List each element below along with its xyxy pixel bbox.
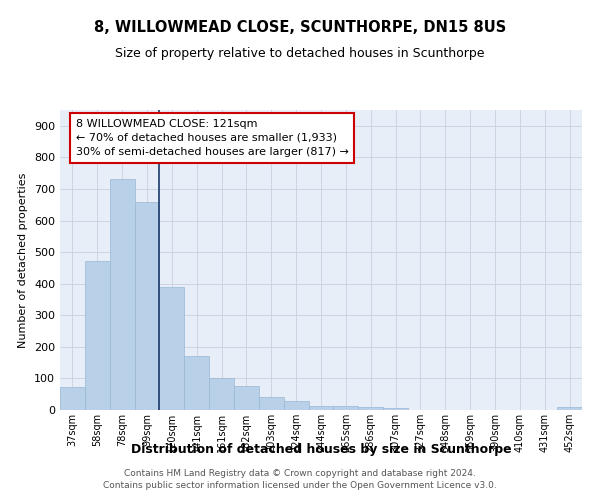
- Bar: [85, 261, 110, 410]
- Bar: [334, 406, 358, 410]
- Bar: [234, 386, 259, 410]
- Bar: [259, 396, 284, 410]
- Text: 8, WILLOWMEAD CLOSE, SCUNTHORPE, DN15 8US: 8, WILLOWMEAD CLOSE, SCUNTHORPE, DN15 8U…: [94, 20, 506, 35]
- Bar: [160, 287, 184, 410]
- Bar: [383, 408, 408, 410]
- Text: Size of property relative to detached houses in Scunthorpe: Size of property relative to detached ho…: [115, 48, 485, 60]
- Bar: [209, 378, 234, 410]
- Y-axis label: Number of detached properties: Number of detached properties: [19, 172, 28, 348]
- Bar: [134, 202, 160, 410]
- Text: 8 WILLOWMEAD CLOSE: 121sqm
← 70% of detached houses are smaller (1,933)
30% of s: 8 WILLOWMEAD CLOSE: 121sqm ← 70% of deta…: [76, 119, 349, 157]
- Bar: [308, 406, 334, 410]
- Bar: [284, 400, 308, 410]
- Bar: [184, 356, 209, 410]
- Text: Distribution of detached houses by size in Scunthorpe: Distribution of detached houses by size …: [131, 442, 511, 456]
- Text: Contains HM Land Registry data © Crown copyright and database right 2024.
Contai: Contains HM Land Registry data © Crown c…: [103, 469, 497, 490]
- Bar: [358, 407, 383, 410]
- Bar: [60, 388, 85, 410]
- Bar: [557, 408, 582, 410]
- Bar: [110, 180, 134, 410]
